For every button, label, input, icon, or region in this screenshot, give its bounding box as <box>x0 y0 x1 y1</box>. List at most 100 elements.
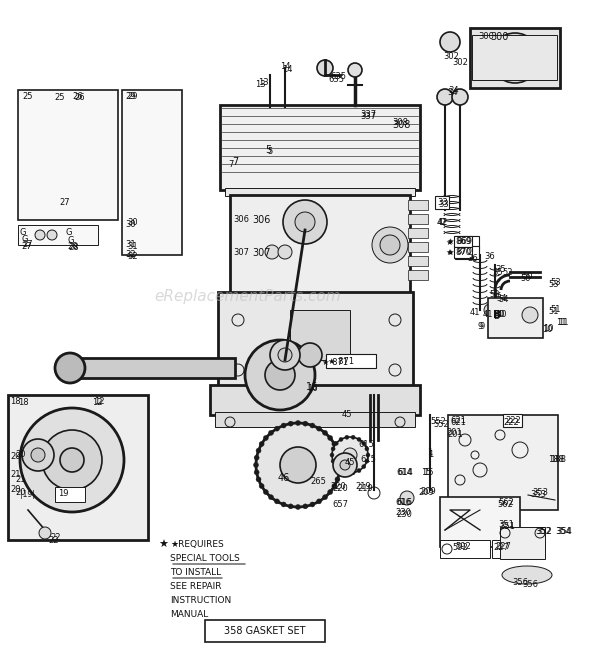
Text: 592: 592 <box>452 543 468 552</box>
Text: 45: 45 <box>342 410 352 419</box>
Text: 188: 188 <box>548 455 564 464</box>
Circle shape <box>144 110 160 126</box>
Text: 16: 16 <box>307 384 317 393</box>
Circle shape <box>330 453 334 457</box>
Text: 28: 28 <box>67 242 78 251</box>
Text: 353: 353 <box>532 488 548 497</box>
Circle shape <box>259 442 264 447</box>
Text: 36: 36 <box>484 252 495 261</box>
Text: 870: 870 <box>456 247 472 256</box>
Circle shape <box>351 436 355 440</box>
Text: 11: 11 <box>556 318 566 327</box>
Text: ★: ★ <box>445 248 453 257</box>
Text: 32: 32 <box>125 250 136 259</box>
Circle shape <box>332 484 337 488</box>
Text: 33: 33 <box>437 198 448 207</box>
Text: 20: 20 <box>10 452 21 461</box>
Bar <box>210 385 420 415</box>
Text: 337: 337 <box>360 110 376 119</box>
Text: ★: ★ <box>446 248 454 257</box>
Circle shape <box>372 227 408 263</box>
Text: 356: 356 <box>512 578 528 587</box>
Text: 635: 635 <box>328 75 344 84</box>
Text: 19: 19 <box>58 489 68 498</box>
Circle shape <box>339 438 343 442</box>
Circle shape <box>310 423 315 428</box>
Circle shape <box>357 438 361 442</box>
Circle shape <box>334 465 338 469</box>
Circle shape <box>380 235 400 255</box>
Circle shape <box>362 465 366 469</box>
Text: 300: 300 <box>490 32 509 42</box>
Text: 354: 354 <box>555 527 571 536</box>
Circle shape <box>265 245 279 259</box>
Text: 35: 35 <box>495 265 506 274</box>
Circle shape <box>323 495 327 500</box>
Text: 306: 306 <box>233 215 249 224</box>
Text: 45: 45 <box>345 458 356 467</box>
Text: INSTRUCTION: INSTRUCTION <box>170 596 231 605</box>
Text: 552: 552 <box>430 417 446 426</box>
Bar <box>55 487 85 502</box>
Circle shape <box>270 340 300 370</box>
Circle shape <box>303 421 308 426</box>
Text: 356: 356 <box>522 580 538 589</box>
Text: 21: 21 <box>10 470 21 479</box>
Text: 28: 28 <box>68 243 78 252</box>
Text: ★ 871: ★ 871 <box>322 358 348 367</box>
Text: 42: 42 <box>437 218 447 227</box>
Bar <box>408 228 428 238</box>
Circle shape <box>134 100 170 136</box>
Text: 27: 27 <box>60 198 70 207</box>
Circle shape <box>440 32 460 52</box>
Circle shape <box>274 426 280 431</box>
Text: 33: 33 <box>438 200 449 209</box>
Circle shape <box>345 436 349 440</box>
Text: 41: 41 <box>483 310 493 319</box>
Circle shape <box>256 448 261 453</box>
Bar <box>218 292 413 387</box>
Text: 10: 10 <box>543 324 553 333</box>
Circle shape <box>310 502 315 507</box>
Circle shape <box>295 212 315 232</box>
Text: 616: 616 <box>396 498 412 507</box>
Bar <box>326 354 376 368</box>
Text: 209: 209 <box>418 488 434 497</box>
Circle shape <box>357 469 361 473</box>
Text: 869: 869 <box>456 237 472 246</box>
Circle shape <box>452 89 468 105</box>
Bar <box>408 256 428 266</box>
Circle shape <box>166 243 176 253</box>
Circle shape <box>490 33 540 83</box>
Bar <box>455 246 479 259</box>
Text: ★: ★ <box>158 540 168 550</box>
Circle shape <box>351 471 355 474</box>
Text: 26: 26 <box>75 93 86 102</box>
Text: 25: 25 <box>55 93 65 102</box>
Bar <box>290 310 350 360</box>
Text: 29: 29 <box>125 92 136 101</box>
Circle shape <box>60 448 84 472</box>
Text: G: G <box>68 236 74 245</box>
Circle shape <box>303 504 308 509</box>
Circle shape <box>298 343 322 367</box>
Text: 31: 31 <box>127 242 137 251</box>
Circle shape <box>281 502 286 507</box>
Text: 27: 27 <box>22 240 32 249</box>
Text: 358 GASKET SET: 358 GASKET SET <box>224 626 306 636</box>
Text: 32: 32 <box>127 252 137 261</box>
Bar <box>408 200 428 210</box>
Text: 265: 265 <box>310 477 326 486</box>
Text: 31: 31 <box>125 240 136 249</box>
Text: 562: 562 <box>498 498 514 507</box>
Text: |19|: |19| <box>20 490 35 499</box>
Circle shape <box>345 471 349 474</box>
Circle shape <box>334 442 338 445</box>
Text: 41: 41 <box>470 308 480 317</box>
Text: 614: 614 <box>396 468 412 477</box>
Text: 36: 36 <box>467 254 478 263</box>
Text: 14: 14 <box>282 65 293 74</box>
Text: 302: 302 <box>443 52 459 61</box>
Bar <box>32 105 102 205</box>
Text: 12: 12 <box>94 397 104 406</box>
